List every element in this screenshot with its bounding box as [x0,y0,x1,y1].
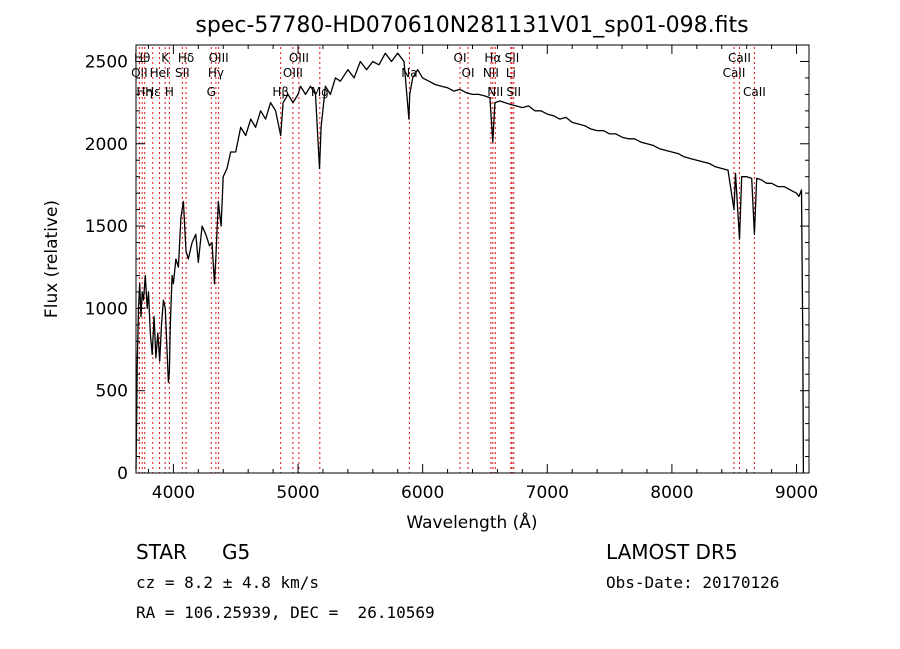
spectral-line-label-2: Hη [136,85,153,99]
spectral-line-label-9: G [207,85,216,99]
spectral-line-label-6: H [165,85,174,99]
y-tick-label-1: 500 [96,382,128,402]
spectral-line-label-25: CaII [723,66,746,80]
spectral-line-label-4: HeI [150,66,170,80]
y-tick-label-5: 2500 [85,52,128,72]
spectral-line-label-12: Hβ [272,85,289,99]
chart-title: spec-57780-HD070610N281131V01_sp01-098.f… [195,13,748,38]
redshift-cz: cz = 8.2 ± 4.8 km/s [136,573,320,592]
spectral-line-label-22: Li [506,66,516,80]
x-tick-label-1: 5000 [276,483,319,503]
spectral-line-label-26: CaII [728,51,751,65]
spectral-line-label-1: Hθ [134,51,150,65]
x-tick-label-4: 8000 [650,483,693,503]
plot-frame [135,44,810,474]
object-class: STAR [136,540,187,564]
spectral-line-label-23: SII [505,51,520,65]
spectral-line-label-11: OIII [209,51,229,65]
spectral-line-label-20: Hα [484,51,501,65]
x-tick-label-2: 6000 [401,483,444,503]
x-axis-title: Wavelength (Å) [406,511,537,533]
y-axis-title: Flux (relative) [42,200,62,318]
object-subclass: G5 [222,540,251,564]
spectral-line-label-18: OI [462,66,475,80]
spectral-line-label-5: K [161,51,170,65]
spectral-line-label-19: NII [483,66,499,80]
coordinates: RA = 106.25939, DEC = 26.10569 [136,603,435,622]
spectral-line-label-14: OIII [289,51,309,65]
spectrum-line-0 [135,52,805,474]
spectral-line-label-10: Hγ [208,66,224,80]
survey-name: LAMOST DR5 [606,540,738,564]
spectrum-series [135,52,805,474]
spectral-line-label-8: Hδ [178,51,194,65]
spectral-line-label-0: OII [131,66,148,80]
x-tick-label-3: 7000 [526,483,569,503]
x-tick-label-5: 9000 [775,483,818,503]
spectral-line-label-13: OIII [283,66,303,80]
observation-date: Obs-Date: 20170126 [606,573,780,592]
x-tick-label-0: 4000 [152,483,195,503]
spectral-line-label-7: SII [175,66,190,80]
spectral-line-label-27: CaII [743,85,766,99]
spectral-line-markers: OIIHθHηHεHeIKHSIIHδGHγOIIIHβOIIIOIIIMgNa… [131,47,766,473]
spectral-line-label-17: OI [454,51,467,65]
spectral-line-label-3: Hε [145,85,161,99]
axis-ticks: 4000 5000 6000 7000 8000 9000 0 500 1000 1500 2000… [85,44,818,503]
y-tick-label-2: 1000 [85,299,128,319]
y-tick-label-4: 2000 [85,135,128,155]
y-tick-label-3: 1500 [85,217,128,237]
spectral-line-label-21: NII [487,85,503,99]
spectral-line-label-24: SII [506,85,521,99]
y-tick-label-0: 0 [117,464,128,484]
